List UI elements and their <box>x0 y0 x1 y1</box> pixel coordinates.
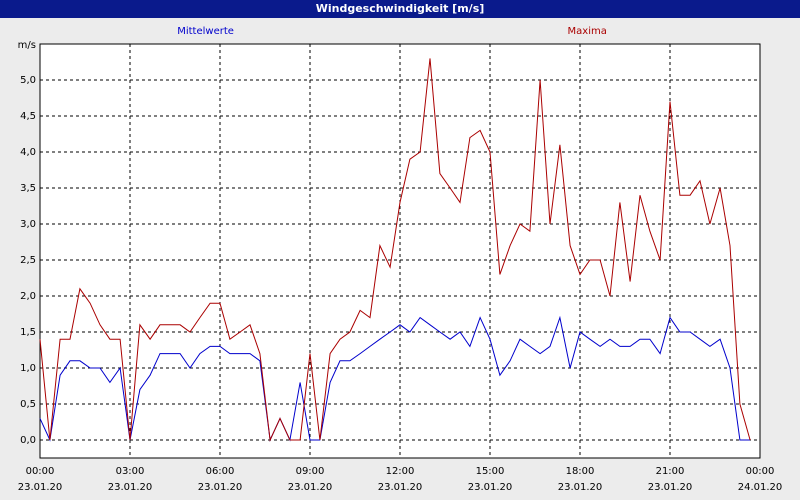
y-tick-label: 4,5 <box>20 111 36 122</box>
y-tick-label: 2,5 <box>20 255 36 266</box>
legend-entry: Mittelwerte <box>177 26 234 37</box>
legend-entry: Maxima <box>568 26 607 37</box>
x-tick-label: 18:00 23.01.20 <box>557 466 603 493</box>
y-axis-label: m/s <box>18 40 36 51</box>
x-tick-label: 12:00 23.01.20 <box>377 466 423 493</box>
y-tick-label: 4,0 <box>20 147 36 158</box>
line-series <box>39 58 751 442</box>
y-tick-label: 1,0 <box>20 363 36 374</box>
x-tick-label: 09:00 23.01.20 <box>287 466 333 493</box>
x-tick-label: 00:00 24.01.20 <box>737 466 783 493</box>
y-tick-label: 3,0 <box>20 219 36 230</box>
plot-border <box>39 43 761 459</box>
x-tick-label: 00:00 23.01.20 <box>17 466 63 493</box>
x-tick-label: 03:00 23.01.20 <box>107 466 153 493</box>
y-tick-label: 5,0 <box>20 75 36 86</box>
line-series <box>39 315 751 442</box>
y-tick-label: 2,0 <box>20 291 36 302</box>
title-bar: Windgeschwindigkeit [m/s] <box>0 0 800 18</box>
y-tick-label: 1,5 <box>20 327 36 338</box>
x-tick-label: 21:00 23.01.20 <box>647 466 693 493</box>
y-tick-label: 0,5 <box>20 399 36 410</box>
y-tick-label: 3,5 <box>20 183 36 194</box>
y-tick-label: 0,0 <box>20 435 36 446</box>
x-tick-label: 06:00 23.01.20 <box>197 466 243 493</box>
x-tick-label: 15:00 23.01.20 <box>467 466 513 493</box>
